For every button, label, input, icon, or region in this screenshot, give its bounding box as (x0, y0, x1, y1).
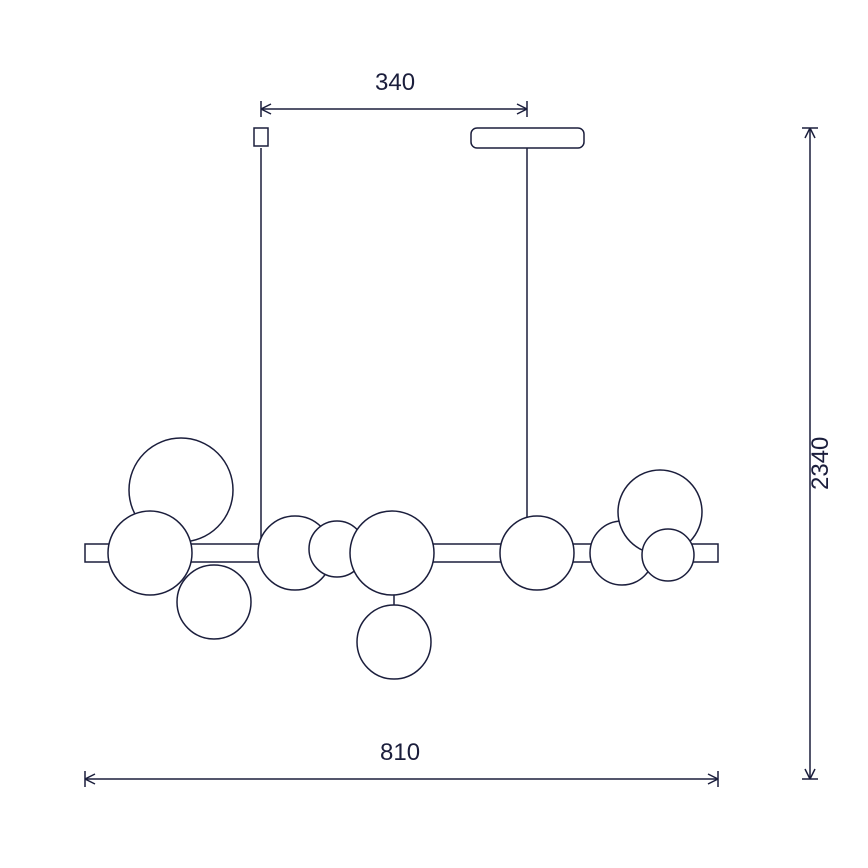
globe-2 (177, 565, 251, 639)
ceiling-canopy-right (471, 128, 584, 148)
globe-1 (108, 511, 192, 595)
dim-label-top: 340 (375, 69, 415, 96)
dim-label-bottom: 810 (380, 739, 420, 766)
ceiling-connector-left (254, 128, 268, 146)
globe-7 (500, 516, 574, 590)
globe-5 (350, 511, 434, 595)
globe-6 (357, 605, 431, 679)
globe-10 (642, 529, 694, 581)
dim-label-height: 2340 (807, 437, 834, 490)
drawing-canvas: 340 810 2340 (0, 0, 868, 868)
